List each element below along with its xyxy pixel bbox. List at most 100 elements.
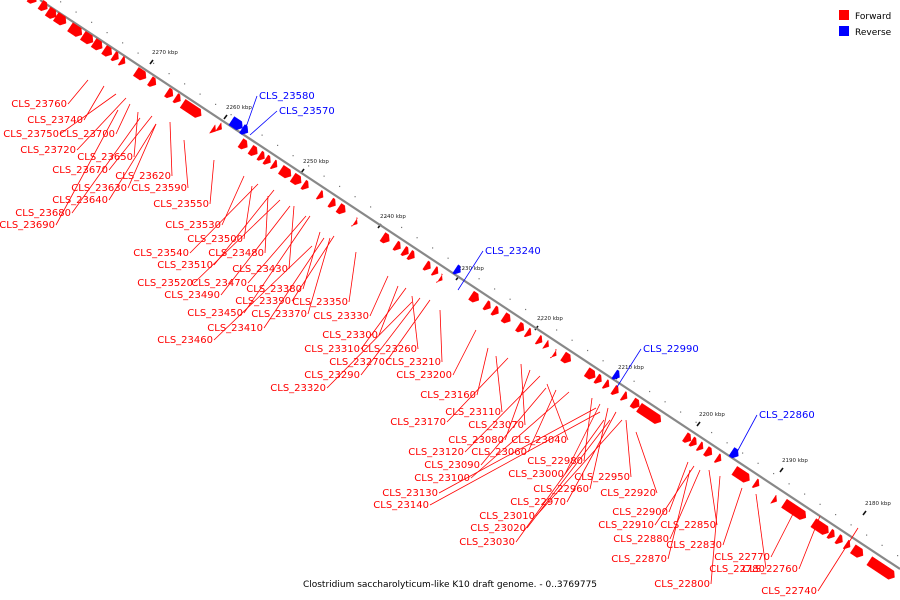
minor-tick — [835, 513, 837, 516]
forward-gene-arrow — [731, 466, 750, 483]
minor-tick — [819, 503, 821, 505]
leader-line — [115, 103, 131, 135]
minor-tick — [664, 401, 666, 403]
tick-label: 2200 kbp — [699, 412, 725, 418]
leader-line — [667, 469, 691, 560]
forward-gene-arrow — [247, 144, 258, 156]
minor-tick — [680, 411, 682, 413]
forward-gene-arrow — [44, 6, 57, 19]
leader-line — [535, 419, 623, 517]
minor-tick — [75, 11, 77, 13]
gene-label: CLS_22920 — [600, 488, 656, 499]
forward-gene-arrow — [392, 240, 401, 251]
leader-line — [220, 205, 291, 296]
forward-gene-arrow — [468, 290, 479, 303]
label-leader-lines — [55, 79, 859, 592]
forward-gene-arrow — [289, 172, 302, 185]
minor-tick — [308, 165, 310, 167]
gene-label: CLS_23070 — [468, 420, 524, 431]
forward-gene-arrow — [500, 312, 511, 324]
gene-label: CLS_23130 — [382, 488, 438, 499]
leader-line — [213, 245, 313, 341]
leader-line — [55, 109, 119, 226]
leader-line — [369, 275, 389, 317]
leader-line — [446, 357, 509, 423]
leader-line — [264, 195, 269, 254]
gene-label: CLS_23320 — [270, 383, 326, 394]
forward-gene-arrow — [542, 339, 549, 349]
forward-gene-arrow — [256, 150, 265, 161]
leader-line — [71, 117, 141, 214]
minor-tick — [385, 216, 387, 218]
leader-line — [429, 411, 601, 506]
leader-line — [457, 250, 484, 291]
forward-gene-arrow — [601, 379, 610, 389]
forward-gene-arrow — [79, 31, 94, 45]
leader-line — [504, 369, 531, 441]
gene-label: CLS_23030 — [459, 537, 515, 548]
gene-label: CLS_22770 — [714, 552, 770, 563]
minor-tick — [432, 247, 434, 249]
gene-label: CLS_23620 — [115, 171, 171, 182]
gene-label: CLS_23240 — [485, 246, 541, 257]
gene-label: CLS_23110 — [445, 407, 501, 418]
forward-gene-arrow — [695, 441, 704, 451]
minor-tick — [742, 452, 744, 454]
forward-gene-arrow — [523, 327, 532, 338]
leader-line — [59, 93, 117, 135]
gene-label: CLS_23120 — [408, 447, 464, 458]
leader-line — [495, 355, 503, 413]
gene-label: CLS_23330 — [313, 311, 369, 322]
forward-gene-arrow — [269, 159, 278, 170]
forward-gene-arrow — [703, 446, 713, 457]
minor-tick — [370, 206, 372, 208]
forward-gene-arrow — [179, 99, 202, 118]
leader-line — [755, 493, 767, 570]
gene-label: CLS_23100 — [414, 473, 470, 484]
leader-line — [378, 285, 399, 336]
leader-line — [817, 527, 859, 592]
forward-gene-arrow — [430, 266, 439, 276]
reverse-gene-arrow — [228, 116, 243, 131]
leader-line — [67, 79, 89, 105]
leader-line — [169, 121, 173, 177]
figure-caption: Clostridium saccharolyticum-like K10 dra… — [303, 580, 597, 590]
forward-gene-arrow — [534, 334, 543, 345]
leader-line — [583, 397, 593, 462]
gene-label: CLS_23310 — [304, 344, 360, 355]
legend-forward-label: Forward — [855, 12, 891, 22]
gene-label: CLS_23410 — [207, 323, 263, 334]
gene-label: CLS_23350 — [292, 297, 348, 308]
minor-tick — [509, 298, 511, 300]
gene-label: CLS_22990 — [643, 344, 699, 355]
leader-line — [247, 215, 307, 284]
genome-backbone — [39, 0, 900, 570]
gene-label: CLS_23700 — [59, 129, 115, 140]
minor-tick — [587, 349, 589, 352]
forward-gene-arrow — [132, 67, 147, 81]
leader-line — [263, 237, 325, 329]
minor-tick — [230, 114, 232, 116]
leader-line — [527, 389, 557, 453]
leader-line — [411, 295, 419, 350]
gene-label: CLS_22910 — [598, 520, 654, 531]
forward-gene-arrow — [849, 544, 864, 558]
leader-line — [616, 348, 642, 388]
reverse-gene-arrow — [611, 369, 620, 380]
forward-gene-arrow — [335, 203, 346, 215]
forward-gene-arrow — [237, 138, 248, 150]
gene-label: CLS_23210 — [385, 357, 441, 368]
reverse-gene-arrow — [728, 447, 739, 459]
forward-gene-arrow — [682, 432, 692, 443]
minor-tick — [137, 52, 139, 54]
gene-label: CLS_23090 — [424, 460, 480, 471]
forward-gene-arrow — [262, 154, 271, 165]
leader-line — [546, 383, 569, 441]
gene-label: CLS_23550 — [153, 199, 209, 210]
leader-line — [360, 297, 421, 376]
minor-tick — [354, 196, 356, 198]
leader-line — [770, 509, 796, 558]
gene-label: CLS_22850 — [660, 520, 716, 531]
leader-line — [564, 403, 601, 475]
